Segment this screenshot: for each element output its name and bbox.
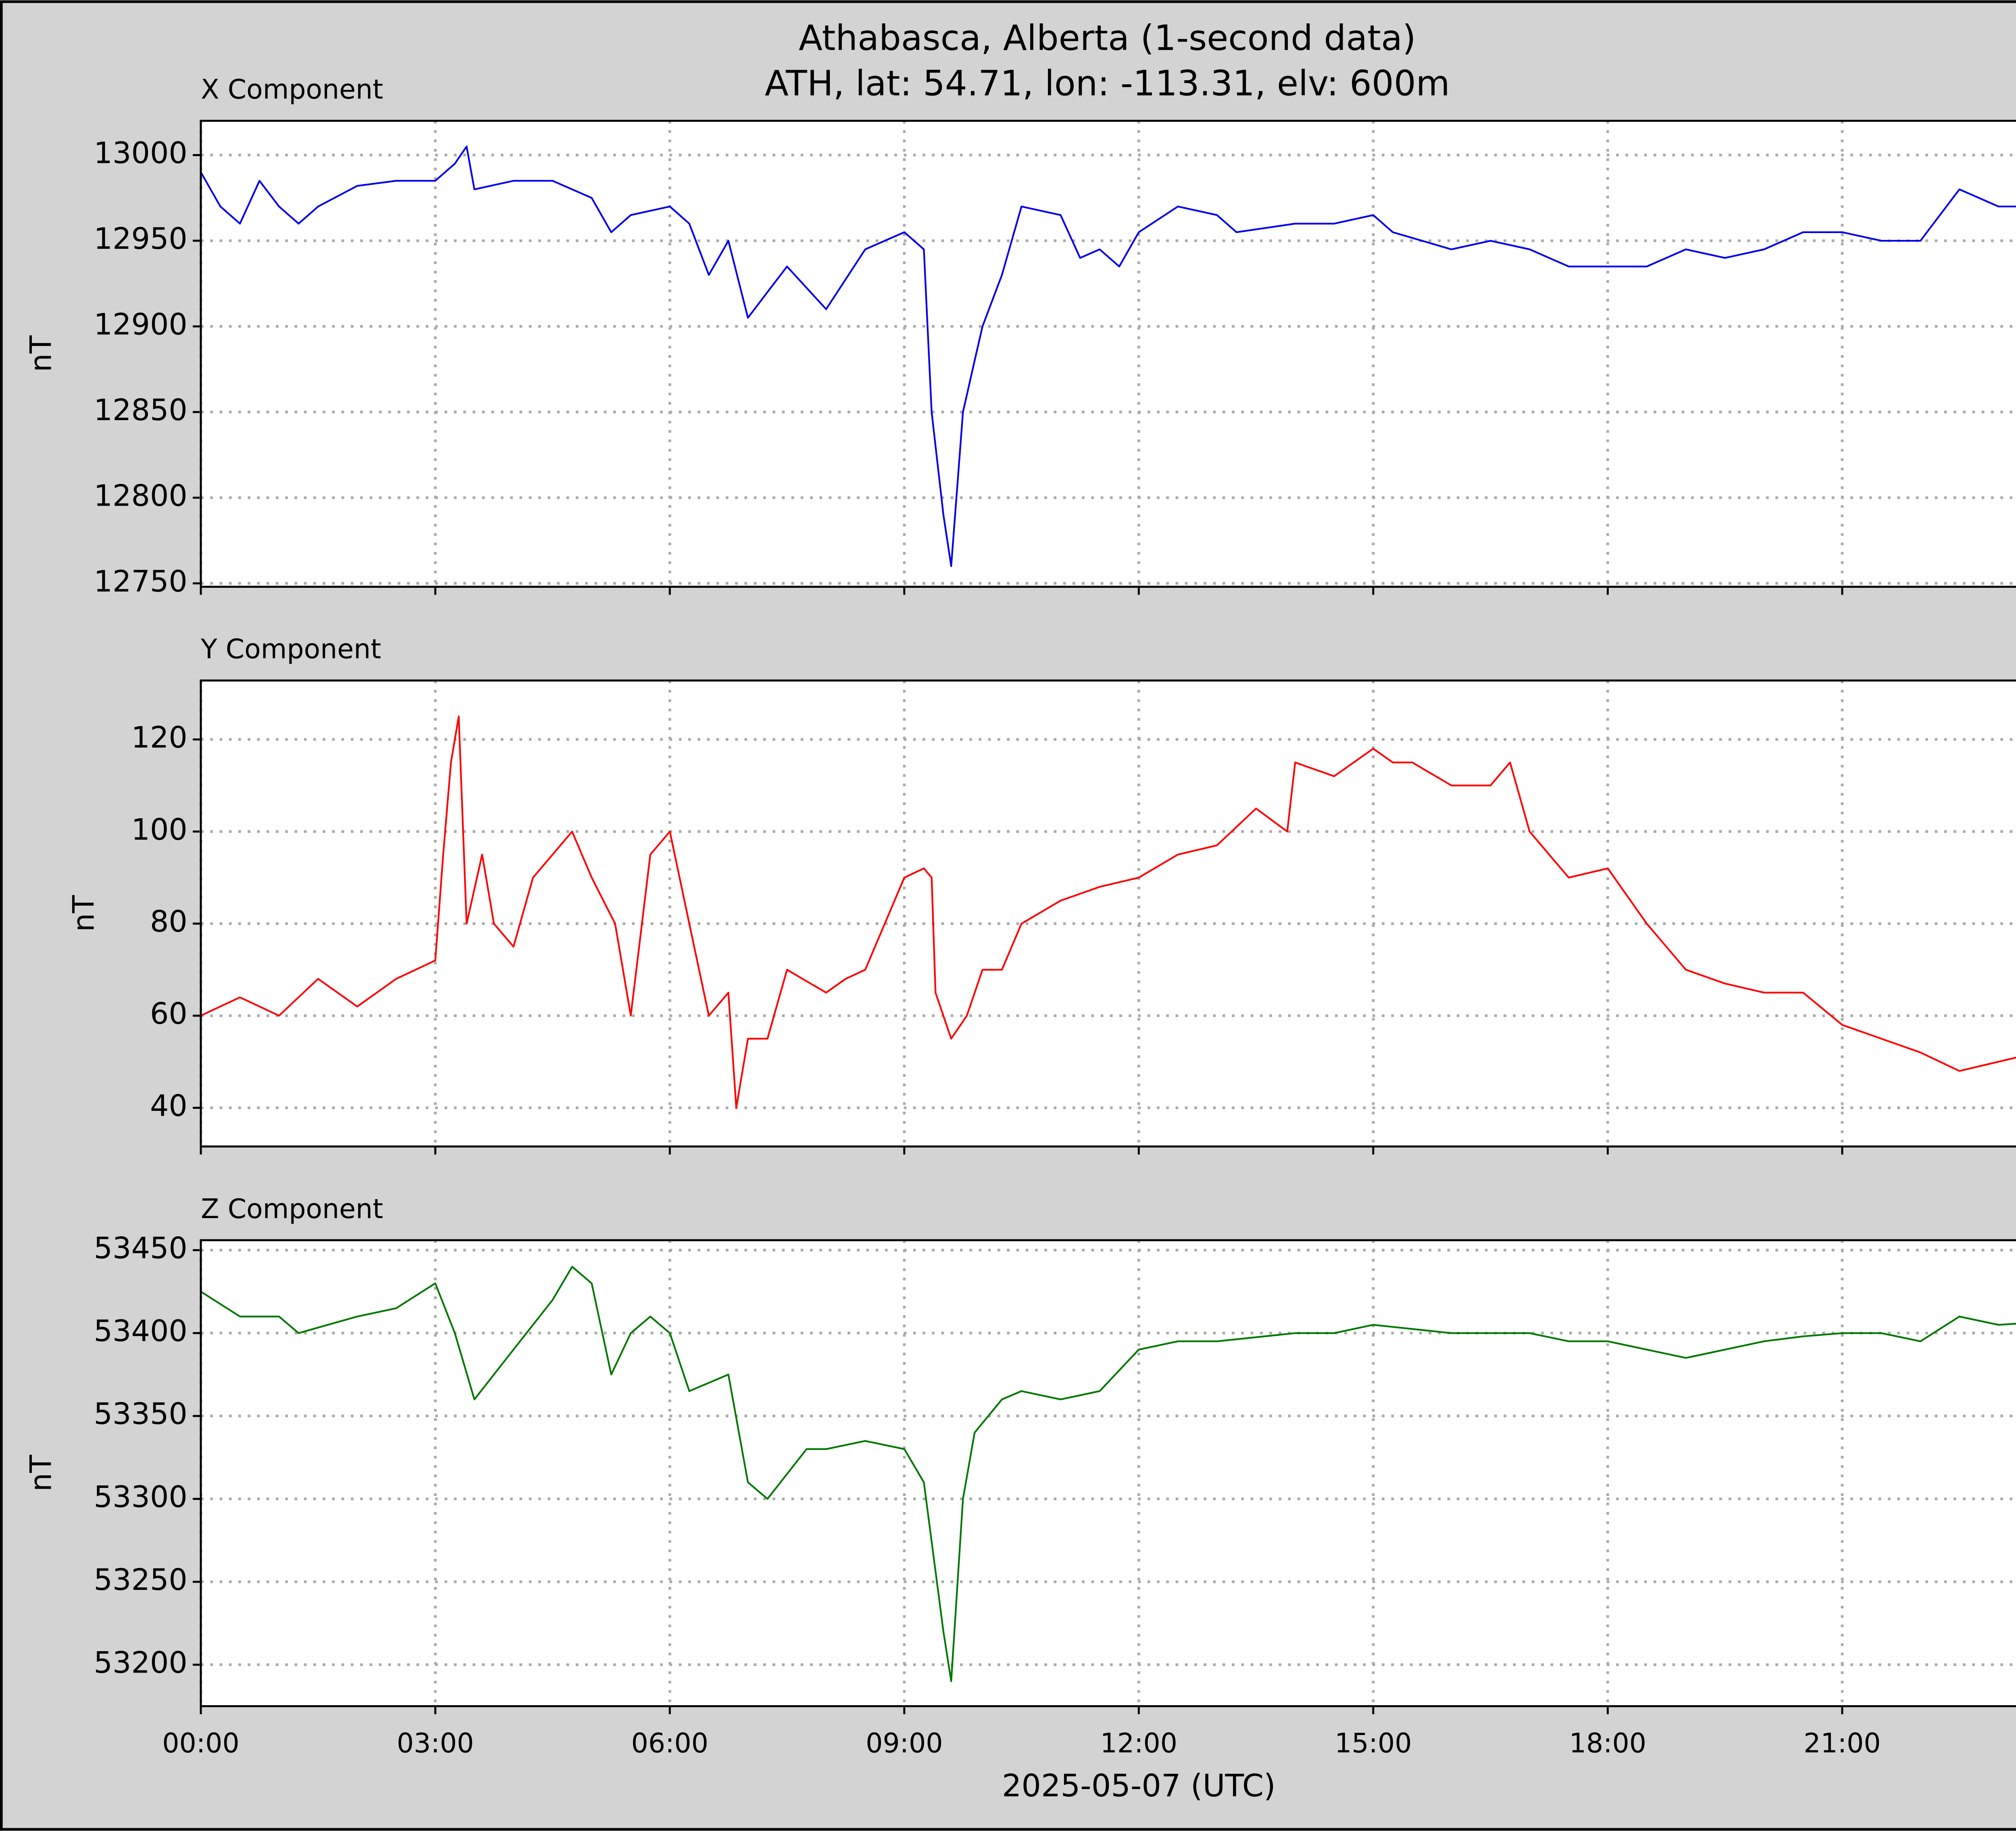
data-line bbox=[200, 715, 2016, 1109]
y-tick-label: 13000 bbox=[94, 136, 187, 171]
y-axis-label: nT bbox=[67, 895, 101, 932]
x-tick-label: 21:00 bbox=[1804, 1727, 1881, 1759]
figure-subtitle: ATH, lat: 54.71, lon: -113.31, elv: 600m bbox=[765, 64, 1450, 104]
x-tick-label: 12:00 bbox=[1100, 1727, 1177, 1759]
y-tick-label: 100 bbox=[131, 812, 187, 847]
y-tick-label: 53300 bbox=[94, 1480, 187, 1514]
panel-title: Z Component bbox=[201, 1193, 383, 1225]
y-tick-label: 53200 bbox=[94, 1646, 187, 1680]
y-tick-label: 40 bbox=[150, 1089, 187, 1123]
y-tick-label: 12750 bbox=[94, 565, 187, 599]
y-tick-label: 120 bbox=[131, 721, 187, 755]
y-tick-label: 12850 bbox=[94, 393, 187, 427]
y-axis-label: nT bbox=[24, 1455, 58, 1491]
panel-title: Y Component bbox=[200, 633, 381, 665]
y-tick-label: 12900 bbox=[94, 307, 187, 342]
x-tick-label: 15:00 bbox=[1335, 1727, 1412, 1759]
data-line bbox=[200, 1266, 2016, 1682]
plot-frame bbox=[200, 1239, 2016, 1707]
x-tick-label: 06:00 bbox=[631, 1727, 708, 1759]
plot-area bbox=[201, 680, 2016, 1147]
y-tick-label: 53350 bbox=[94, 1397, 187, 1431]
y-tick-label: 53400 bbox=[94, 1314, 187, 1348]
x-tick-label: 09:00 bbox=[866, 1727, 943, 1759]
plot-area bbox=[201, 121, 2016, 587]
y-tick-label: 53250 bbox=[94, 1563, 187, 1597]
y-tick-label: 53450 bbox=[94, 1231, 187, 1265]
y-tick-label: 80 bbox=[150, 905, 187, 939]
plot-frame bbox=[200, 679, 2016, 1148]
y-tick-label: 60 bbox=[150, 997, 187, 1031]
x-tick-label: 03:00 bbox=[397, 1727, 474, 1759]
figure-title: Athabasca, Alberta (1-second data) bbox=[799, 18, 1416, 58]
x-axis-label: 2025-05-07 (UTC) bbox=[1002, 1768, 1276, 1804]
y-axis-label: nT bbox=[24, 335, 58, 372]
plot-area bbox=[201, 1240, 2016, 1706]
data-line bbox=[200, 146, 2016, 567]
y-tick-label: 12950 bbox=[94, 222, 187, 256]
plot-frame bbox=[200, 120, 2016, 588]
panel-title: X Component bbox=[201, 74, 383, 105]
x-tick-label: 00:00 bbox=[162, 1727, 239, 1759]
y-tick-label: 12800 bbox=[94, 479, 187, 513]
x-tick-label: 18:00 bbox=[1569, 1727, 1646, 1759]
